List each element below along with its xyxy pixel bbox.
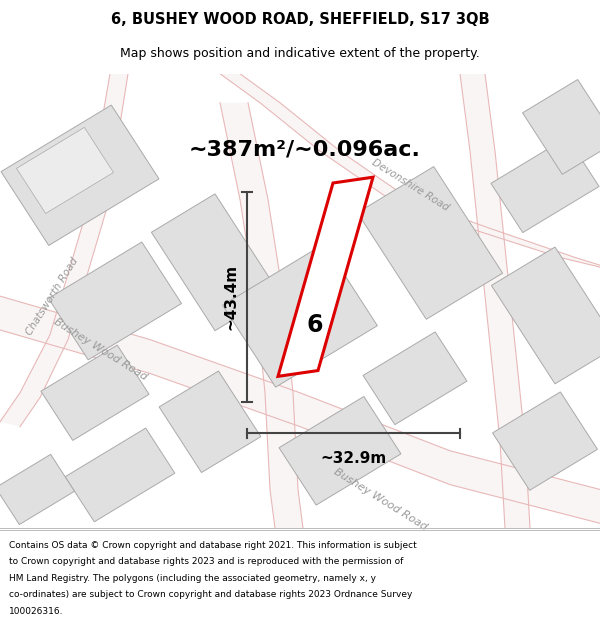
Polygon shape bbox=[41, 345, 149, 441]
Polygon shape bbox=[0, 74, 128, 427]
Text: Bushey Wood Road: Bushey Wood Road bbox=[332, 466, 428, 532]
Text: Contains OS data © Crown copyright and database right 2021. This information is : Contains OS data © Crown copyright and d… bbox=[9, 541, 417, 550]
Text: to Crown copyright and database rights 2023 and is reproduced with the permissio: to Crown copyright and database rights 2… bbox=[9, 558, 403, 566]
Polygon shape bbox=[1, 105, 159, 246]
Polygon shape bbox=[491, 138, 599, 232]
Polygon shape bbox=[278, 177, 373, 376]
Polygon shape bbox=[0, 454, 74, 524]
Polygon shape bbox=[17, 127, 113, 214]
Text: Chatsworth Road: Chatsworth Road bbox=[24, 256, 80, 337]
Text: ~32.9m: ~32.9m bbox=[320, 451, 386, 466]
Text: 6, BUSHEY WOOD ROAD, SHEFFIELD, S17 3QB: 6, BUSHEY WOOD ROAD, SHEFFIELD, S17 3QB bbox=[110, 12, 490, 28]
Text: Map shows position and indicative extent of the property.: Map shows position and indicative extent… bbox=[120, 47, 480, 59]
Polygon shape bbox=[159, 371, 261, 472]
Polygon shape bbox=[151, 194, 278, 331]
Text: Devonshire Road: Devonshire Road bbox=[370, 157, 451, 212]
Polygon shape bbox=[460, 74, 530, 528]
Polygon shape bbox=[493, 392, 598, 490]
Polygon shape bbox=[223, 244, 377, 387]
Polygon shape bbox=[0, 296, 600, 523]
Text: ~43.4m: ~43.4m bbox=[223, 264, 239, 330]
Polygon shape bbox=[220, 102, 303, 528]
Text: ~387m²/~0.096ac.: ~387m²/~0.096ac. bbox=[189, 139, 421, 159]
Text: 100026316.: 100026316. bbox=[9, 607, 64, 616]
Polygon shape bbox=[65, 428, 175, 522]
Text: Bushey Wood Road: Bushey Wood Road bbox=[52, 316, 148, 382]
Polygon shape bbox=[363, 332, 467, 424]
Polygon shape bbox=[220, 74, 600, 267]
Polygon shape bbox=[491, 247, 600, 384]
Text: co-ordinates) are subject to Crown copyright and database rights 2023 Ordnance S: co-ordinates) are subject to Crown copyr… bbox=[9, 590, 412, 599]
Polygon shape bbox=[358, 167, 503, 319]
Polygon shape bbox=[49, 242, 182, 360]
Text: 6: 6 bbox=[307, 313, 323, 337]
Polygon shape bbox=[279, 396, 401, 505]
Polygon shape bbox=[523, 79, 600, 174]
Text: HM Land Registry. The polygons (including the associated geometry, namely x, y: HM Land Registry. The polygons (includin… bbox=[9, 574, 376, 582]
